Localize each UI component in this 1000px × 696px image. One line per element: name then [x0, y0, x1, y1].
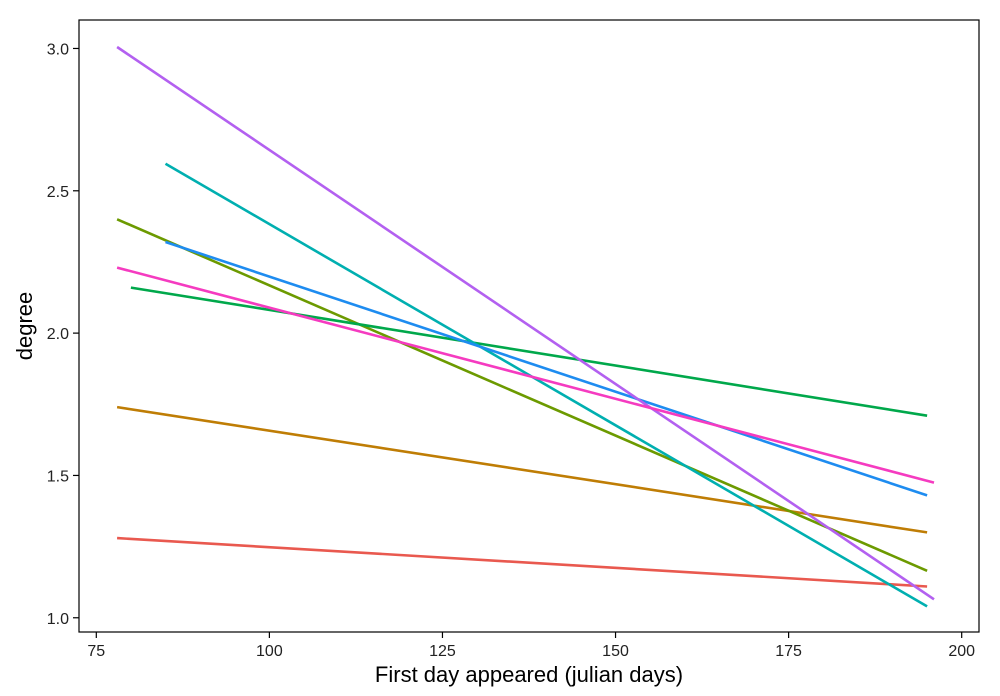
- y-tick-label: 2.0: [47, 326, 69, 343]
- series-line-7: [116, 45, 935, 601]
- x-tick-label: 125: [429, 643, 456, 660]
- y-axis: 1.0 1.5 2.0 2.5 3.0: [47, 41, 79, 628]
- y-tick-label: 3.0: [47, 41, 69, 58]
- x-tick-label: 75: [87, 643, 105, 660]
- x-tick-label: 100: [256, 643, 283, 660]
- series-layer: [116, 45, 935, 608]
- y-tick-label: 1.0: [47, 611, 69, 628]
- series-line-6: [165, 240, 928, 497]
- x-axis-title: First day appeared (julian days): [375, 662, 683, 687]
- x-axis: 75 100 125 150 175 200: [87, 632, 975, 660]
- x-tick-label: 175: [775, 643, 802, 660]
- series-line-1: [117, 536, 928, 588]
- series-line-8: [116, 266, 935, 484]
- series-line-5: [164, 162, 928, 608]
- x-tick-label: 150: [602, 643, 629, 660]
- y-tick-label: 2.5: [47, 184, 69, 201]
- series-line-3: [116, 218, 928, 572]
- y-tick-label: 1.5: [47, 468, 69, 485]
- series-line-4: [130, 286, 928, 417]
- y-axis-title: degree: [12, 292, 37, 361]
- x-tick-label: 200: [948, 643, 975, 660]
